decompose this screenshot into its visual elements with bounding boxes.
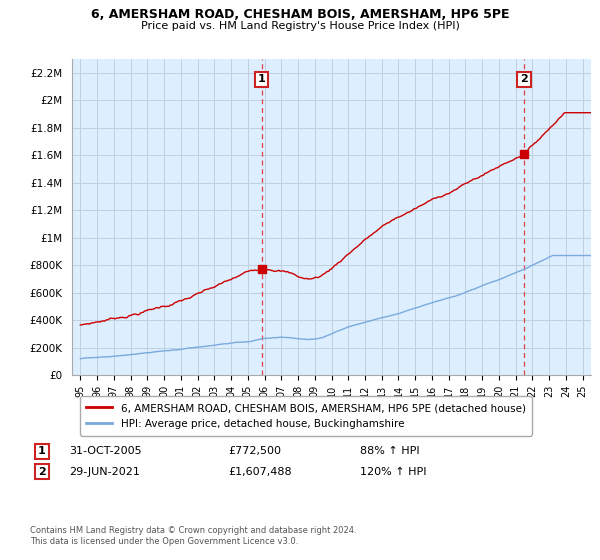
Text: Price paid vs. HM Land Registry's House Price Index (HPI): Price paid vs. HM Land Registry's House … xyxy=(140,21,460,31)
Text: Contains HM Land Registry data © Crown copyright and database right 2024.
This d: Contains HM Land Registry data © Crown c… xyxy=(30,526,356,546)
Text: 1: 1 xyxy=(258,74,266,85)
Legend: 6, AMERSHAM ROAD, CHESHAM BOIS, AMERSHAM, HP6 5PE (detached house), HPI: Average: 6, AMERSHAM ROAD, CHESHAM BOIS, AMERSHAM… xyxy=(80,396,532,436)
Text: 88% ↑ HPI: 88% ↑ HPI xyxy=(360,446,419,456)
Text: 120% ↑ HPI: 120% ↑ HPI xyxy=(360,466,427,477)
Text: £1,607,488: £1,607,488 xyxy=(228,466,292,477)
Text: 1: 1 xyxy=(38,446,46,456)
Text: 2: 2 xyxy=(38,466,46,477)
Text: 2: 2 xyxy=(520,74,528,85)
Text: 29-JUN-2021: 29-JUN-2021 xyxy=(69,466,140,477)
Text: 6, AMERSHAM ROAD, CHESHAM BOIS, AMERSHAM, HP6 5PE: 6, AMERSHAM ROAD, CHESHAM BOIS, AMERSHAM… xyxy=(91,8,509,21)
Text: £772,500: £772,500 xyxy=(228,446,281,456)
Text: 31-OCT-2005: 31-OCT-2005 xyxy=(69,446,142,456)
